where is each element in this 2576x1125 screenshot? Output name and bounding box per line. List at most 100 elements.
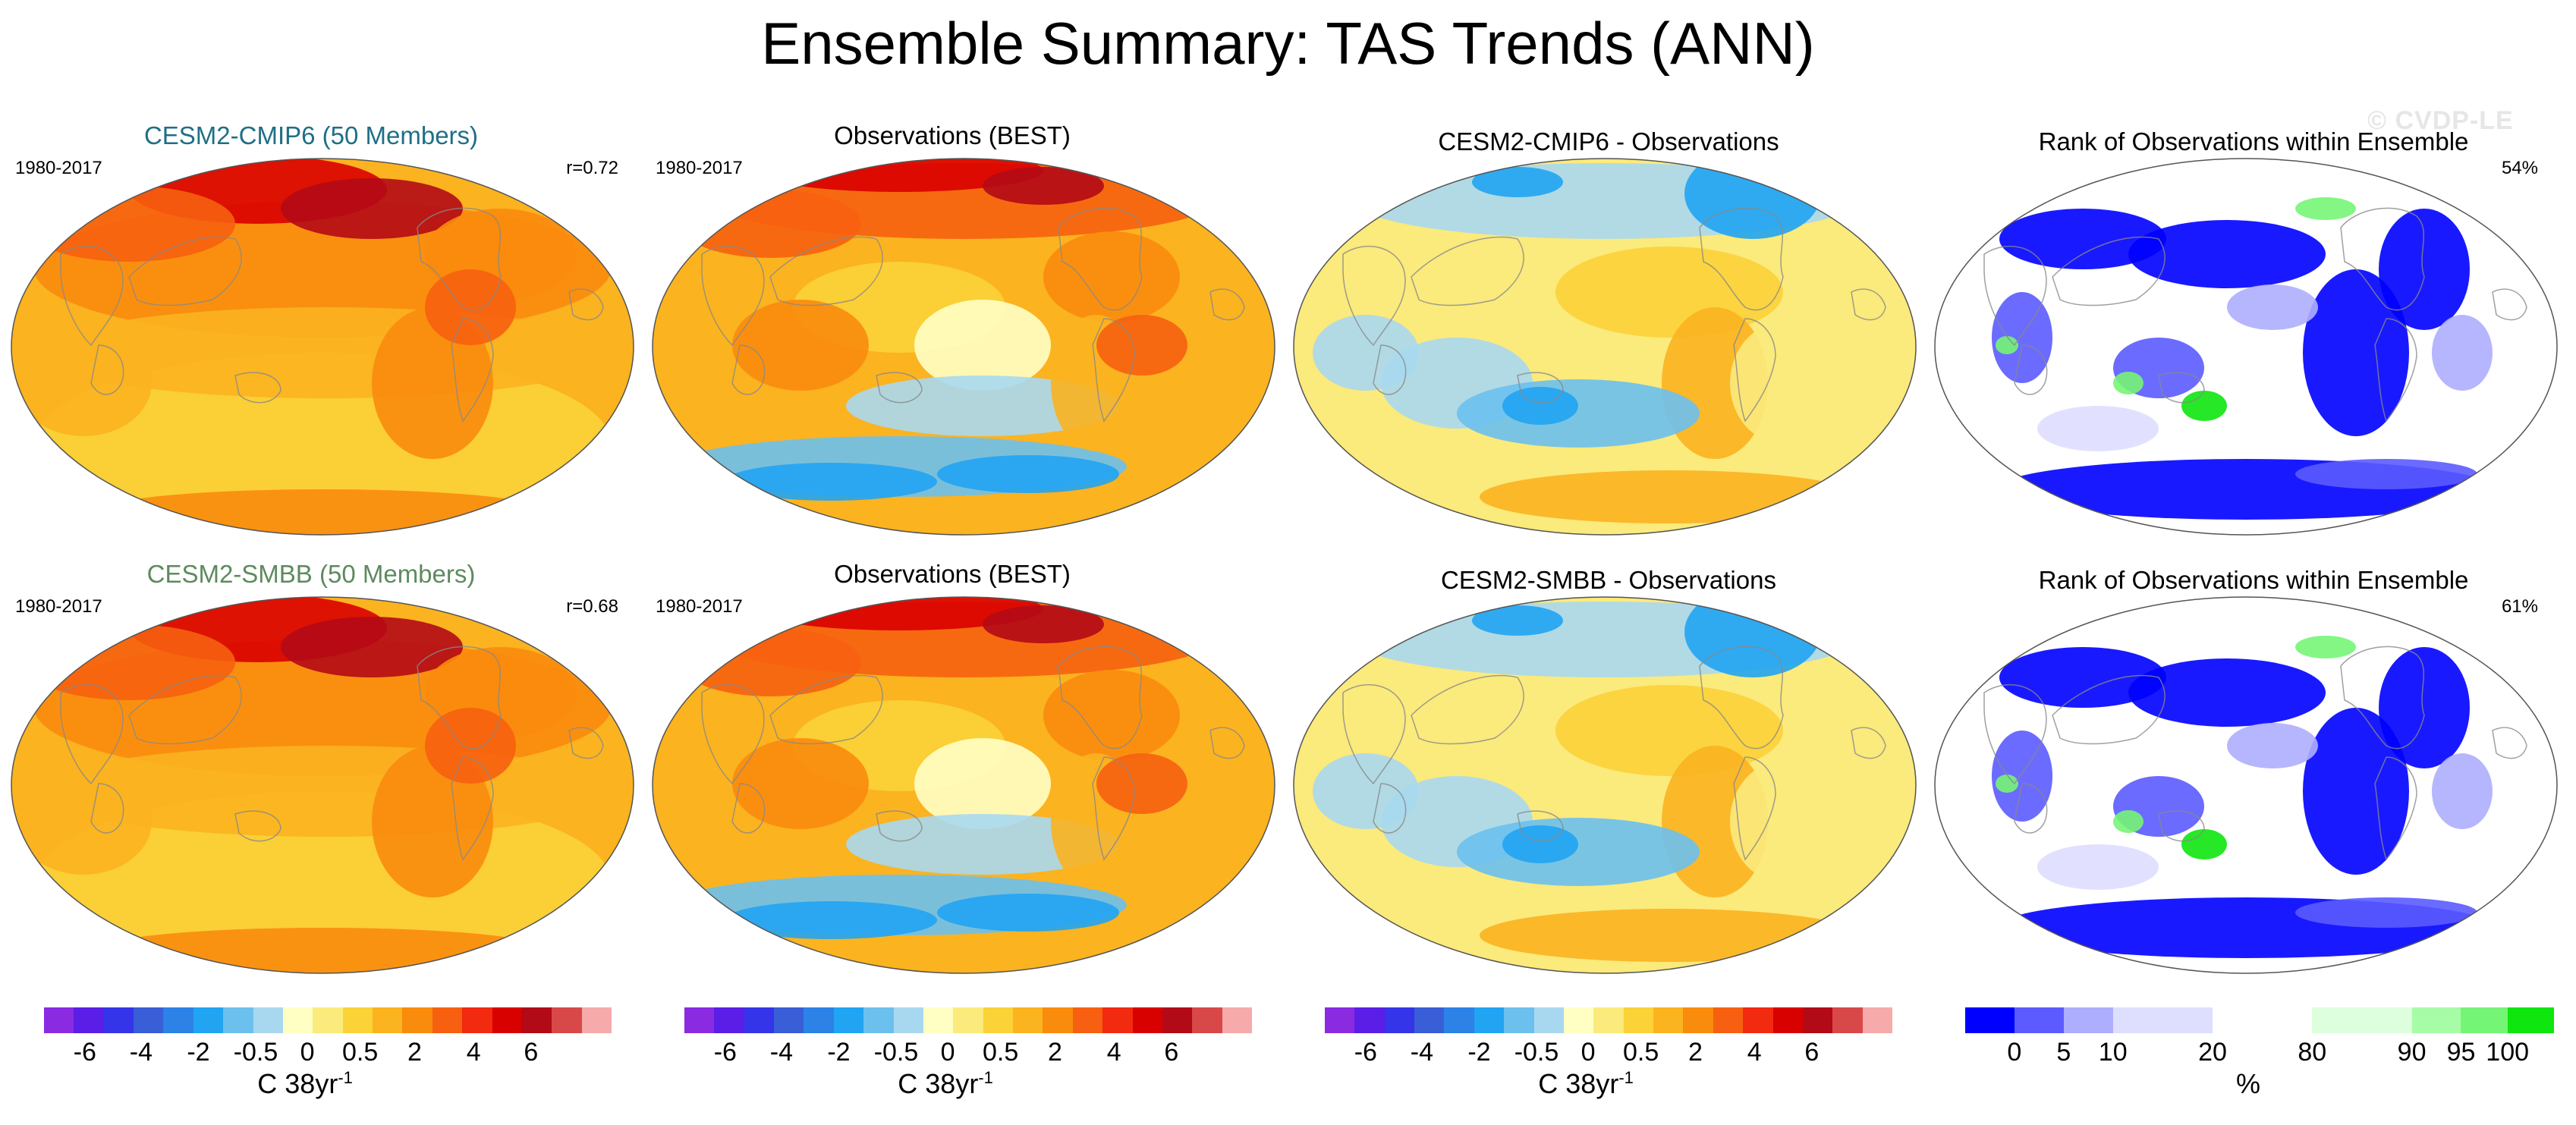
- field-contour: [2227, 723, 2318, 768]
- land-outline: [1373, 783, 1407, 834]
- colorbar-swatch: [163, 1007, 194, 1033]
- field-contour: [1992, 731, 2052, 822]
- field-contour: [2295, 636, 2356, 658]
- colorbar-swatch: [1965, 1007, 2015, 1033]
- field-contour: [1043, 231, 1180, 322]
- panel-title-obs-best-1: Observations (BEST): [834, 121, 1071, 149]
- colorbar-tick-label: 5: [2056, 1038, 2071, 1067]
- field-contour: [2037, 844, 2159, 890]
- colorbar-tick-label: 80: [2298, 1038, 2327, 1067]
- field-contour: [1996, 775, 2018, 793]
- colorbar-swatch: [1653, 1007, 1684, 1033]
- field-contour: [1992, 292, 2052, 383]
- panel-title-rank-1: Rank of Observations within Ensemble: [2038, 127, 2469, 156]
- colorbar-tick-label: 4: [466, 1038, 481, 1067]
- watermark: © CVDP-LE: [2367, 106, 2514, 135]
- map-border: [652, 596, 1275, 974]
- field-contour: [1043, 670, 1180, 761]
- colorbar-swatch: [1593, 1007, 1625, 1033]
- colorbar-unit-label: %: [2235, 1068, 2260, 1099]
- colorbar-swatch: [804, 1007, 835, 1033]
- colorbar-unit-label: C 38yr-1: [257, 1068, 353, 1099]
- colorbar-tick-label: 2: [1047, 1038, 1062, 1067]
- field-contour: [1472, 605, 1563, 636]
- map-cesm2-cmip6: [11, 158, 634, 536]
- field-contour: [1502, 825, 1578, 863]
- land-outline: [128, 236, 242, 306]
- colorbar-swatch: [1444, 1007, 1475, 1033]
- period-label: 1980-2017: [15, 158, 102, 178]
- colorbar-tick-label: 6: [1164, 1038, 1179, 1067]
- colorbar-tick-label: 20: [2198, 1038, 2227, 1067]
- colorbar-swatch: [1474, 1007, 1505, 1033]
- land-outline: [451, 756, 494, 861]
- land-outline: [451, 318, 494, 423]
- field-contour: [2432, 315, 2493, 391]
- colorbar-swatch: [1354, 1007, 1386, 1033]
- panel-title-smbb-minus-obs: CESM2-SMBB - Observations: [1441, 566, 1776, 594]
- colorbar-tick-label: 0: [1581, 1038, 1596, 1067]
- field-contour: [1996, 336, 2018, 354]
- field-contour: [2379, 209, 2470, 330]
- field-contour: [1999, 209, 2166, 269]
- colorbar-tick-label: 6: [524, 1038, 539, 1067]
- field-contour: [725, 463, 937, 501]
- land-outline: [2492, 727, 2527, 759]
- field-contour: [95, 928, 550, 973]
- colorbar-swatch: [2014, 1007, 2065, 1033]
- colorbar-swatch: [462, 1007, 493, 1033]
- colorbar-tick-label: -6: [73, 1038, 96, 1067]
- colorbar-swatch: [1043, 1007, 1074, 1033]
- field-contour: [732, 300, 869, 391]
- land-outline: [1517, 372, 1564, 404]
- land-outline: [417, 207, 502, 311]
- land-outline: [1342, 245, 1406, 347]
- colorbar-tick-label: 90: [2397, 1038, 2427, 1067]
- panel-title-rank-2: Rank of Observations within Ensemble: [2038, 566, 2469, 594]
- land-outline: [731, 783, 766, 834]
- field-contour: [1730, 761, 1836, 882]
- colorbar-tick-label: -6: [713, 1038, 737, 1067]
- land-outline: [1699, 207, 1784, 311]
- colorbar-swatch: [313, 1007, 344, 1033]
- figure-title: Ensemble Summary: TAS Trends (ANN): [761, 10, 1815, 77]
- colorbar-tick-label: 2: [407, 1038, 422, 1067]
- land-outline: [701, 245, 765, 347]
- land-outline: [1983, 245, 2047, 347]
- colorbar-swatch: [1102, 1007, 1134, 1033]
- land-outline: [2014, 783, 2048, 834]
- land-outline: [234, 372, 282, 404]
- colorbar-swatch: [1504, 1007, 1535, 1033]
- colorbar-swatch: [1743, 1007, 1774, 1033]
- colorbar-tick-label: -2: [827, 1038, 851, 1067]
- land-outline: [1411, 674, 1524, 745]
- colorbar-swatch: [2507, 1007, 2555, 1033]
- panel-title-cesm2-smbb: CESM2-SMBB (50 Members): [146, 560, 476, 588]
- land-outline: [417, 646, 502, 749]
- map-rank-1: [1934, 158, 2558, 536]
- field-contour: [2128, 658, 2326, 727]
- land-outline: [1209, 288, 1245, 321]
- map-obs-best-1: [652, 158, 1275, 536]
- colorbar-swatch: [1623, 1007, 1654, 1033]
- colorbar-swatch: [2063, 1007, 2114, 1033]
- field-contour: [2303, 269, 2409, 436]
- colorbar-tick-label: 0: [2007, 1038, 2022, 1067]
- land-outline: [1092, 756, 1135, 861]
- land-outline: [1517, 810, 1564, 842]
- field-contour: [425, 708, 516, 784]
- colorbar-swatch: [1384, 1007, 1415, 1033]
- colorbar-tick-label: -4: [129, 1038, 153, 1067]
- colorbar-swatch: [2112, 1007, 2213, 1033]
- land-outline: [1983, 683, 2047, 785]
- field-contour: [1999, 647, 2166, 708]
- field-contour: [15, 768, 152, 875]
- map-border: [11, 158, 634, 536]
- colorbar-swatch: [253, 1007, 284, 1033]
- field-contour: [2379, 647, 2470, 768]
- field-contour: [937, 455, 1119, 493]
- colorbar-tick-label: -2: [1467, 1038, 1491, 1067]
- colorbar-swatch: [492, 1007, 523, 1033]
- field-contour: [2181, 829, 2227, 859]
- colorbar-swatch: [1325, 1007, 1355, 1033]
